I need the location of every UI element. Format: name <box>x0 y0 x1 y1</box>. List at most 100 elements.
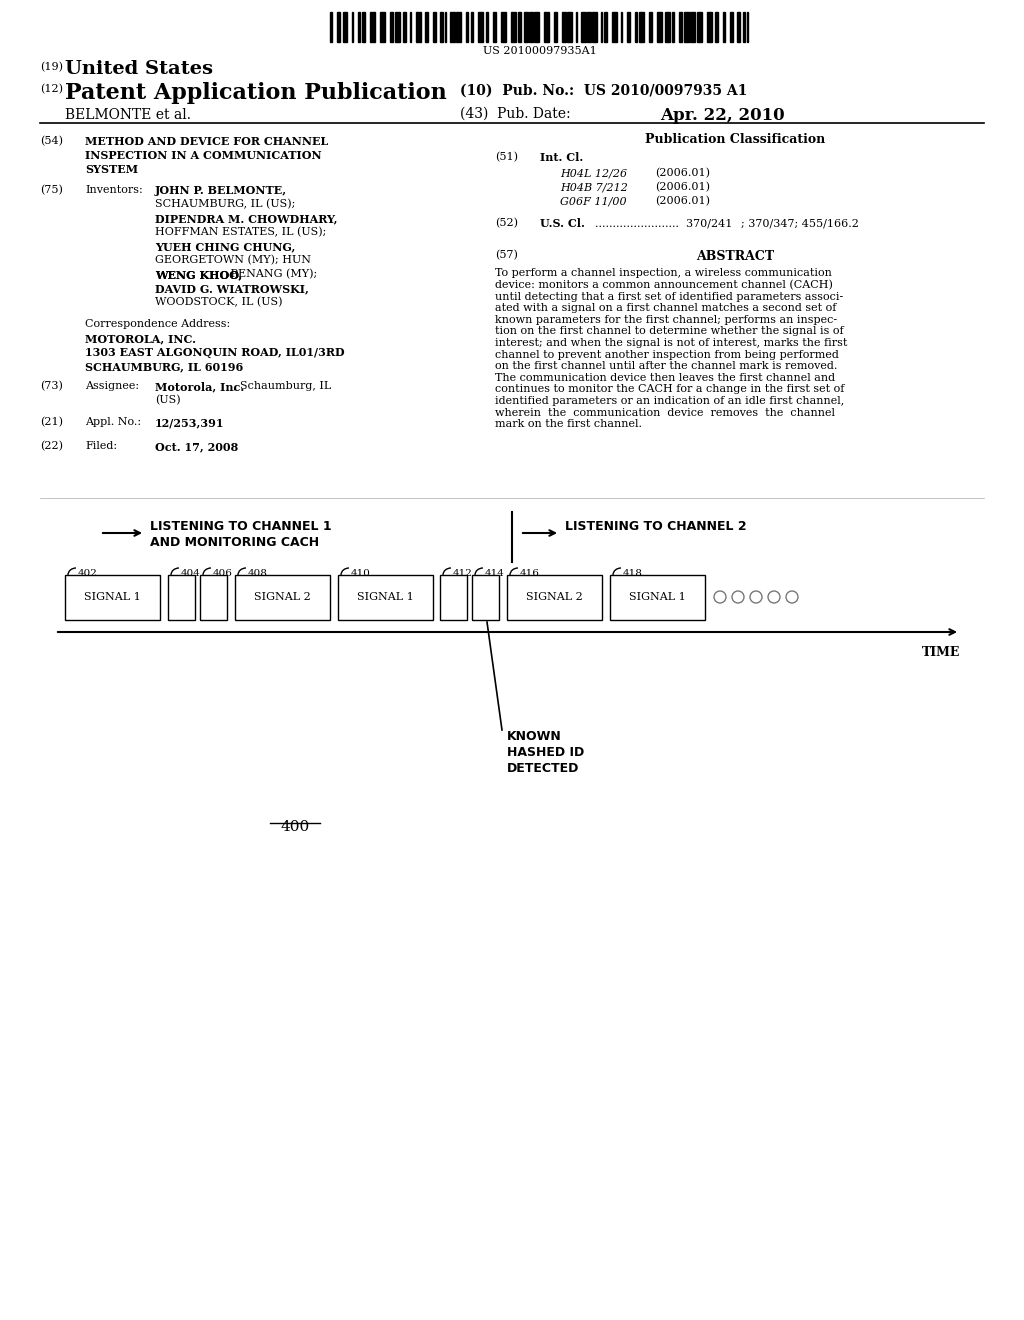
Text: METHOD AND DEVICE FOR CHANNEL: METHOD AND DEVICE FOR CHANNEL <box>85 136 329 147</box>
Bar <box>394 12 399 42</box>
Text: WENG KHOO,: WENG KHOO, <box>155 269 243 280</box>
Text: DAVID G. WIATROWSKI,: DAVID G. WIATROWSKI, <box>155 282 309 294</box>
Bar <box>672 12 674 42</box>
Bar <box>444 12 446 42</box>
Text: (57): (57) <box>495 249 518 260</box>
Bar <box>472 576 499 620</box>
Bar <box>358 12 359 42</box>
Bar <box>679 12 682 42</box>
Text: Publication Classification: Publication Classification <box>645 133 825 147</box>
Text: AND MONITORING CACH: AND MONITORING CACH <box>150 536 319 549</box>
Bar <box>517 12 521 42</box>
Bar <box>544 12 549 42</box>
Text: 404: 404 <box>181 569 201 578</box>
Text: Apr. 22, 2010: Apr. 22, 2010 <box>660 107 784 124</box>
Text: Appl. No.:: Appl. No.: <box>85 417 141 426</box>
Text: H04L 12/26: H04L 12/26 <box>560 168 627 178</box>
Text: 412: 412 <box>453 569 473 578</box>
Text: DETECTED: DETECTED <box>507 762 580 775</box>
Bar <box>450 12 455 42</box>
Bar <box>684 12 688 42</box>
Circle shape <box>750 591 762 603</box>
Text: 418: 418 <box>623 569 643 578</box>
Text: (21): (21) <box>40 417 63 428</box>
Text: (2006.01): (2006.01) <box>655 182 710 193</box>
Bar <box>433 12 436 42</box>
Bar <box>554 12 557 42</box>
Circle shape <box>786 591 798 603</box>
Text: (2006.01): (2006.01) <box>655 195 710 206</box>
Text: U.S. Cl.: U.S. Cl. <box>540 218 585 228</box>
Text: SCHAUMBURG, IL 60196: SCHAUMBURG, IL 60196 <box>85 360 244 372</box>
Text: H04B 7/212: H04B 7/212 <box>560 182 628 191</box>
Bar <box>486 12 487 42</box>
Bar <box>351 12 353 42</box>
Bar <box>601 12 602 42</box>
Text: MOTOROLA, INC.: MOTOROLA, INC. <box>85 333 196 345</box>
Text: 402: 402 <box>78 569 98 578</box>
Text: LISTENING TO CHANNEL 2: LISTENING TO CHANNEL 2 <box>565 520 746 533</box>
Bar <box>610 576 705 620</box>
Bar <box>168 576 195 620</box>
Text: ........................  370/241: ........................ 370/241 <box>595 218 732 228</box>
Bar <box>471 12 473 42</box>
Bar <box>636 12 637 42</box>
Text: (22): (22) <box>40 441 63 451</box>
Bar <box>529 12 532 42</box>
Bar <box>456 12 461 42</box>
Bar <box>690 12 695 42</box>
Text: To perform a channel inspection, a wireless communication
device: monitors a com: To perform a channel inspection, a wirel… <box>495 268 848 429</box>
Text: GEORGETOWN (MY); HUN: GEORGETOWN (MY); HUN <box>155 255 311 265</box>
Text: 416: 416 <box>520 569 540 578</box>
Bar <box>736 12 740 42</box>
Text: TIME: TIME <box>922 645 961 659</box>
Bar <box>466 12 468 42</box>
Bar <box>657 12 662 42</box>
Text: DIPENDRA M. CHOWDHARY,: DIPENDRA M. CHOWDHARY, <box>155 213 338 224</box>
Bar <box>234 576 330 620</box>
Bar <box>361 12 365 42</box>
Text: INSPECTION IN A COMMUNICATION: INSPECTION IN A COMMUNICATION <box>85 150 322 161</box>
Bar <box>621 12 623 42</box>
Text: Correspondence Address:: Correspondence Address: <box>85 319 230 329</box>
Text: SIGNAL 1: SIGNAL 1 <box>629 591 685 602</box>
Bar <box>507 576 602 620</box>
Bar <box>338 576 433 620</box>
Circle shape <box>732 591 744 603</box>
Text: 410: 410 <box>351 569 371 578</box>
Bar <box>575 12 578 42</box>
Bar <box>200 576 227 620</box>
Text: (51): (51) <box>495 152 518 162</box>
Bar <box>588 12 591 42</box>
Bar <box>493 12 496 42</box>
Text: ABSTRACT: ABSTRACT <box>696 249 774 263</box>
Text: SIGNAL 1: SIGNAL 1 <box>84 591 140 602</box>
Text: JOHN P. BELMONTE,: JOHN P. BELMONTE, <box>155 185 287 195</box>
Bar <box>746 12 749 42</box>
Text: WOODSTOCK, IL (US): WOODSTOCK, IL (US) <box>155 297 283 308</box>
Bar <box>535 12 540 42</box>
Text: 406: 406 <box>213 569 232 578</box>
Bar <box>562 12 565 42</box>
Text: (52): (52) <box>495 218 518 228</box>
Text: LISTENING TO CHANNEL 1: LISTENING TO CHANNEL 1 <box>150 520 332 533</box>
Bar <box>715 12 719 42</box>
Text: United States: United States <box>65 59 213 78</box>
Text: SIGNAL 2: SIGNAL 2 <box>254 591 310 602</box>
Text: WENG KHOO,: WENG KHOO, <box>155 269 243 280</box>
Text: Patent Application Publication: Patent Application Publication <box>65 82 446 104</box>
Bar <box>478 12 482 42</box>
Bar <box>511 12 516 42</box>
Bar <box>730 12 733 42</box>
Text: (12): (12) <box>40 84 63 94</box>
Bar <box>370 12 375 42</box>
Bar <box>343 12 346 42</box>
Text: PENANG (MY);: PENANG (MY); <box>227 269 317 280</box>
Bar <box>604 12 607 42</box>
Text: Int. Cl.: Int. Cl. <box>540 152 584 162</box>
Text: 400: 400 <box>281 820 309 834</box>
Bar <box>330 12 332 42</box>
Bar <box>417 12 421 42</box>
Text: SCHAUMBURG, IL (US);: SCHAUMBURG, IL (US); <box>155 199 295 210</box>
Text: HOFFMAN ESTATES, IL (US);: HOFFMAN ESTATES, IL (US); <box>155 227 327 238</box>
